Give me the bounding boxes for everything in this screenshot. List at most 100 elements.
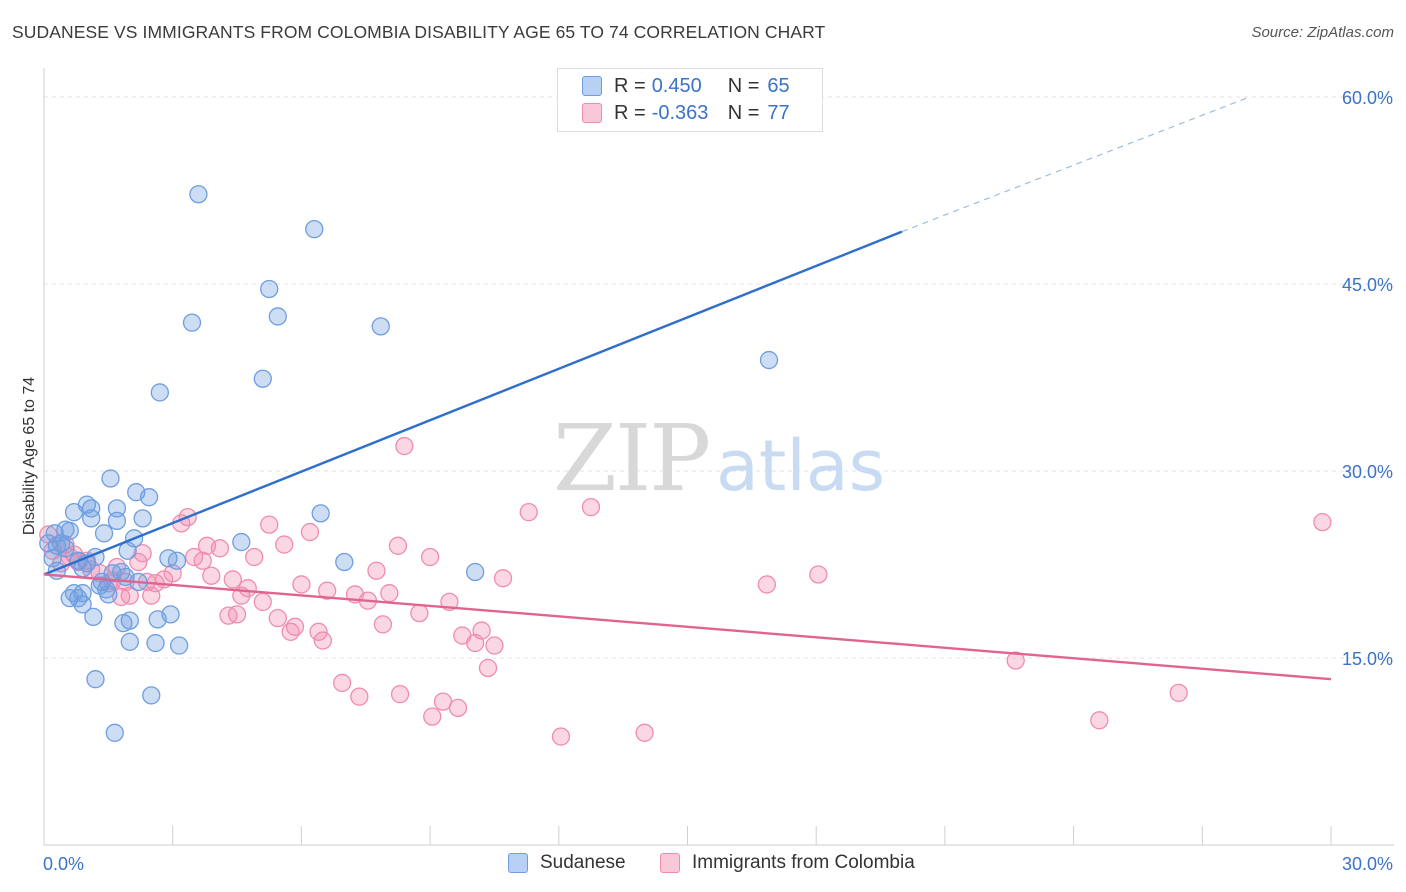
colombia-point xyxy=(757,575,777,594)
sudanese-point xyxy=(94,524,114,543)
watermark-atlas: atlas xyxy=(716,425,885,507)
colombia-point xyxy=(350,687,369,706)
colombia-point xyxy=(388,536,408,555)
x-tick-label-max: 30.0% xyxy=(1342,854,1393,874)
sudanese-point xyxy=(182,313,202,332)
colombia-point xyxy=(519,502,538,522)
colombia-point xyxy=(317,581,337,600)
colombia-point xyxy=(238,579,257,598)
legend-colombia-label: Immigrants from Colombia xyxy=(692,852,915,873)
colombia-point xyxy=(493,569,513,588)
sudanese-point xyxy=(105,723,124,742)
grid-lines xyxy=(44,96,1394,659)
sudanese-point xyxy=(371,317,390,336)
colombia-point xyxy=(313,631,333,650)
colombia-point xyxy=(223,570,242,589)
sudanese-trend-line xyxy=(43,230,903,576)
colombia-point xyxy=(245,547,264,567)
sudanese-point xyxy=(133,509,152,528)
colombia-point xyxy=(129,552,148,572)
colombia-swatch xyxy=(660,853,680,873)
colombia-point xyxy=(472,621,491,640)
r-value: -0.363 xyxy=(651,101,709,124)
y-tick-label: 45.0% xyxy=(1342,275,1393,295)
legend-item-sudanese: Sudanese xyxy=(508,852,626,874)
sudanese-point xyxy=(335,552,354,572)
colombia-point xyxy=(420,547,440,567)
colombia-point xyxy=(268,608,287,628)
sudanese-point xyxy=(305,219,324,239)
sudanese-swatch xyxy=(582,76,602,96)
sudanese-point xyxy=(146,633,165,653)
colombia-point xyxy=(300,522,320,542)
colombia-point xyxy=(275,535,294,554)
legend-row-sudanese: R = 0.450 N = 65 xyxy=(582,73,790,99)
axes xyxy=(43,68,1394,846)
sudanese-point xyxy=(167,551,187,570)
sudanese-point xyxy=(142,686,161,705)
colombia-point xyxy=(635,723,654,742)
sudanese-point xyxy=(268,307,287,326)
sudanese-point xyxy=(150,383,169,402)
colombia-point xyxy=(809,565,828,584)
sudanese-trend-extension xyxy=(901,96,1250,233)
colombia-point xyxy=(260,515,279,534)
n-label: N = xyxy=(727,101,760,124)
colombia-point xyxy=(581,498,601,517)
colombia-point xyxy=(1169,683,1188,703)
sudanese-point xyxy=(82,499,101,518)
colombia-point xyxy=(410,603,429,623)
watermark: ZIP atlas xyxy=(553,405,885,512)
colombia-point xyxy=(478,658,498,678)
colombia-point xyxy=(309,622,328,641)
colombia-point xyxy=(227,605,247,624)
r-value: 0.450 xyxy=(651,74,702,97)
n-value: 77 xyxy=(767,101,790,124)
colombia-point xyxy=(373,615,393,634)
stats-legend: R = 0.450 N = 65 R = -0.363 N = 77 xyxy=(557,68,823,132)
colombia-point xyxy=(193,551,212,570)
sudanese-point xyxy=(47,536,67,555)
sudanese-point xyxy=(82,509,101,528)
sudanese-point xyxy=(120,611,139,630)
n-label: N = xyxy=(727,74,760,97)
sudanese-point xyxy=(99,585,118,604)
watermark-zip: ZIP xyxy=(553,405,709,512)
n-value: 65 xyxy=(767,74,790,97)
legend-row-colombia: R = -0.363 N = 77 xyxy=(582,100,790,126)
sudanese-point xyxy=(84,607,103,627)
colombia-point xyxy=(367,561,386,580)
sudanese-point xyxy=(120,632,139,651)
sudanese-point xyxy=(169,636,189,655)
y-tick-labels: 15.0% 30.0% 45.0% 60.0% xyxy=(1342,88,1393,669)
x-tick-label-min: 0.0% xyxy=(43,854,84,874)
sudanese-point xyxy=(232,532,251,552)
y-tick-label: 30.0% xyxy=(1342,462,1393,482)
colombia-point xyxy=(1313,512,1332,532)
series-legend: Sudanese Immigrants from Colombia xyxy=(0,852,1406,878)
colombia-point xyxy=(551,727,571,746)
legend-item-colombia: Immigrants from Colombia xyxy=(660,852,915,874)
colombia-point xyxy=(380,584,399,603)
sudanese-point xyxy=(253,369,272,388)
sudanese-point xyxy=(465,562,485,582)
y-tick-label: 60.0% xyxy=(1342,88,1393,108)
r-label: R = xyxy=(614,74,646,97)
colombia-point xyxy=(285,617,305,636)
legend-sudanese-label: Sudanese xyxy=(540,852,626,873)
sudanese-point xyxy=(139,488,159,507)
sudanese-point xyxy=(311,504,330,523)
colombia-point xyxy=(210,539,230,558)
sudanese-point xyxy=(73,584,92,603)
sudanese-point xyxy=(161,605,180,624)
sudanese-point xyxy=(107,511,127,531)
sudanese-point xyxy=(107,499,127,518)
source-label: Source: ZipAtlas.com xyxy=(1251,24,1394,41)
colombia-trend-line xyxy=(43,573,1332,681)
colombia-point xyxy=(1006,651,1025,670)
colombia-point xyxy=(133,544,152,563)
colombia-point xyxy=(120,586,139,605)
colombia-point xyxy=(202,566,221,585)
colombia-point xyxy=(292,575,311,594)
y-tick-label: 15.0% xyxy=(1342,649,1393,669)
